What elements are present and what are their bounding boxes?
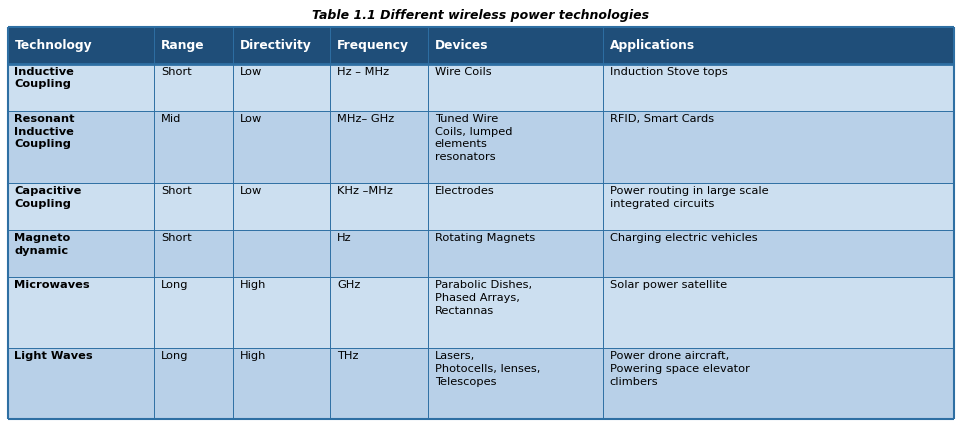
Text: Charging electric vehicles: Charging electric vehicles [609, 233, 756, 243]
Bar [603, 348, 953, 419]
Bar [428, 348, 603, 419]
Bar [155, 277, 233, 348]
Bar [8, 27, 155, 64]
Bar [233, 64, 331, 111]
Text: Hz: Hz [337, 233, 352, 243]
Bar [8, 277, 155, 348]
Text: Inductive
Coupling: Inductive Coupling [14, 67, 74, 89]
Bar [428, 230, 603, 277]
Bar [603, 277, 953, 348]
Bar [428, 27, 603, 64]
Text: Hz – MHz: Hz – MHz [337, 67, 389, 76]
Bar [233, 230, 331, 277]
Text: Rotating Magnets: Rotating Magnets [434, 233, 534, 243]
Text: THz: THz [337, 351, 358, 361]
Bar [331, 27, 428, 64]
Text: MHz– GHz: MHz– GHz [337, 114, 394, 124]
Bar [155, 183, 233, 230]
Bar [603, 27, 953, 64]
Text: Wire Coils: Wire Coils [434, 67, 491, 76]
Text: High: High [239, 351, 266, 361]
Bar [155, 27, 233, 64]
Bar [8, 230, 155, 277]
Bar [428, 64, 603, 111]
Bar [331, 230, 428, 277]
Text: Table 1.1 Different wireless power technologies: Table 1.1 Different wireless power techn… [312, 9, 649, 22]
Bar [155, 64, 233, 111]
Text: Electrodes: Electrodes [434, 186, 494, 196]
Text: Short: Short [161, 67, 191, 76]
Bar [233, 183, 331, 230]
Bar [233, 111, 331, 183]
Bar [331, 64, 428, 111]
Bar [8, 183, 155, 230]
Text: Low: Low [239, 186, 261, 196]
Bar [233, 277, 331, 348]
Bar [8, 111, 155, 183]
Text: KHz –MHz: KHz –MHz [337, 186, 393, 196]
Text: Applications: Applications [609, 39, 694, 52]
Text: GHz: GHz [337, 280, 360, 290]
Bar [155, 348, 233, 419]
Bar [428, 183, 603, 230]
Bar [233, 348, 331, 419]
Bar [331, 348, 428, 419]
Text: Light Waves: Light Waves [14, 351, 93, 361]
Text: Directivity: Directivity [239, 39, 311, 52]
Text: Induction Stove tops: Induction Stove tops [609, 67, 727, 76]
Text: Solar power satellite: Solar power satellite [609, 280, 727, 290]
Bar [428, 277, 603, 348]
Bar [603, 183, 953, 230]
Bar [331, 183, 428, 230]
Bar [233, 27, 331, 64]
Text: Devices: Devices [434, 39, 488, 52]
Text: Low: Low [239, 67, 261, 76]
Text: Range: Range [161, 39, 205, 52]
Text: Microwaves: Microwaves [14, 280, 90, 290]
Text: Power drone aircraft,
Powering space elevator
climbers: Power drone aircraft, Powering space ele… [609, 351, 749, 387]
Bar [603, 111, 953, 183]
Bar [603, 64, 953, 111]
Text: Short: Short [161, 186, 191, 196]
Text: RFID, Smart Cards: RFID, Smart Cards [609, 114, 713, 124]
Bar [155, 111, 233, 183]
Text: Resonant
Inductive
Coupling: Resonant Inductive Coupling [14, 114, 75, 149]
Text: Technology: Technology [14, 39, 92, 52]
Bar [155, 230, 233, 277]
Bar [428, 111, 603, 183]
Text: Magneto
dynamic: Magneto dynamic [14, 233, 70, 256]
Text: Parabolic Dishes,
Phased Arrays,
Rectannas: Parabolic Dishes, Phased Arrays, Rectann… [434, 280, 531, 316]
Text: Mid: Mid [161, 114, 182, 124]
Bar [331, 111, 428, 183]
Text: Frequency: Frequency [337, 39, 408, 52]
Text: Tuned Wire
Coils, lumped
elements
resonators: Tuned Wire Coils, lumped elements resona… [434, 114, 511, 162]
Bar [8, 348, 155, 419]
Text: Lasers,
Photocells, lenses,
Telescopes: Lasers, Photocells, lenses, Telescopes [434, 351, 539, 387]
Text: Long: Long [161, 351, 188, 361]
Text: Capacitive
Coupling: Capacitive Coupling [14, 186, 82, 208]
Text: Low: Low [239, 114, 261, 124]
Bar [603, 230, 953, 277]
Bar [8, 64, 155, 111]
Bar [331, 277, 428, 348]
Text: Long: Long [161, 280, 188, 290]
Text: Short: Short [161, 233, 191, 243]
Text: Power routing in large scale
integrated circuits: Power routing in large scale integrated … [609, 186, 768, 208]
Text: High: High [239, 280, 266, 290]
